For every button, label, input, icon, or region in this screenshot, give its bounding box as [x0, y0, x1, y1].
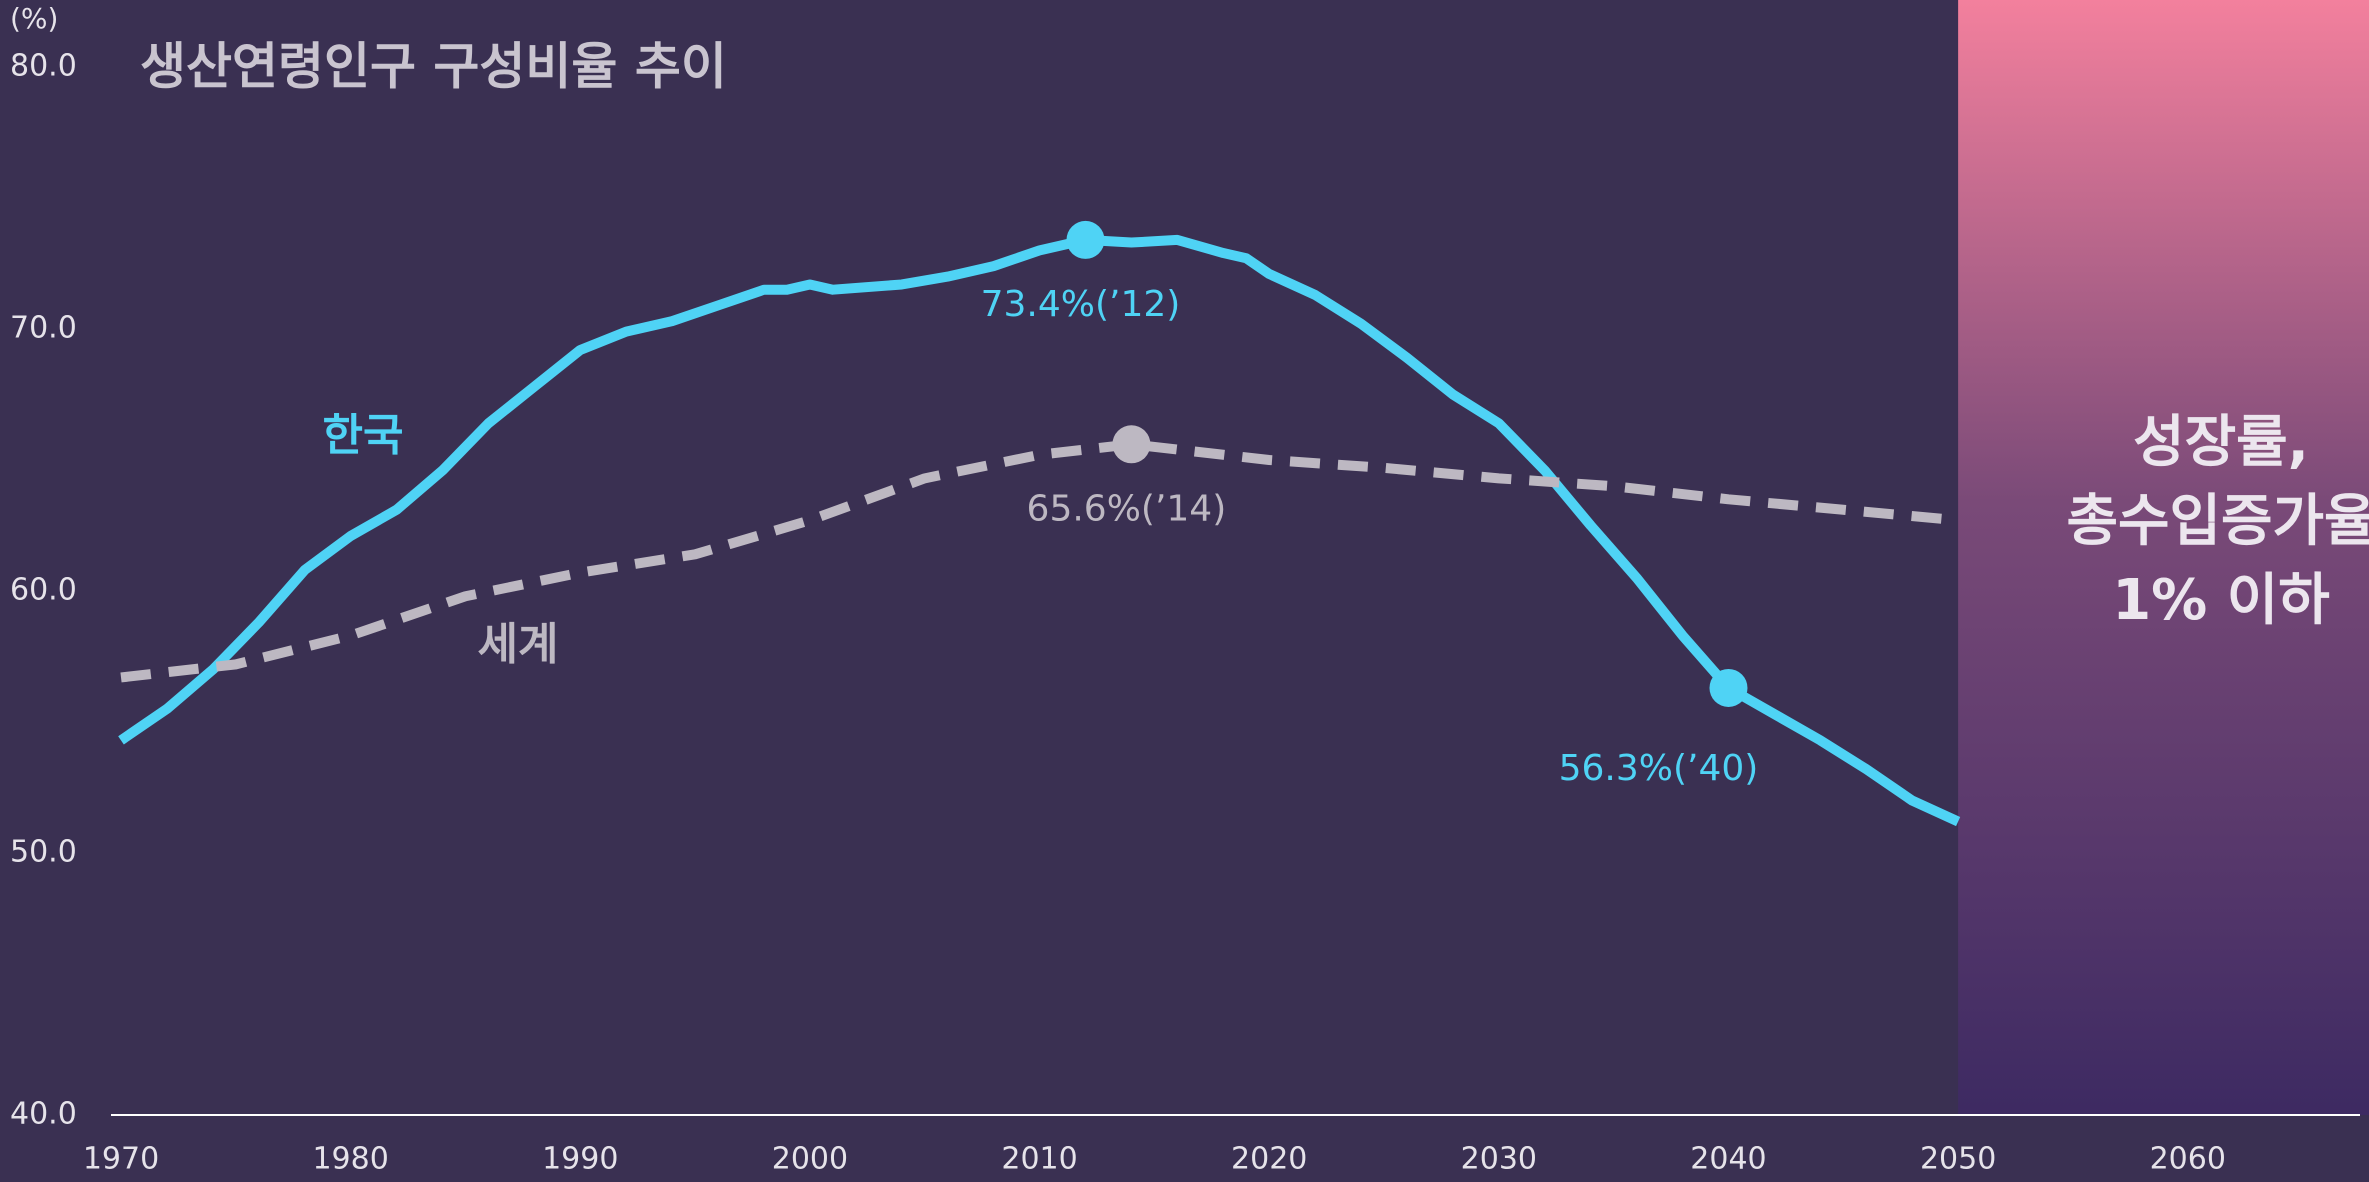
value-label: 56.3%(’40): [1559, 748, 1759, 789]
shade-text: 총수입증가율: [2066, 489, 2369, 554]
x-tick-label: 2030: [1461, 1142, 1537, 1177]
x-tick-label: 1990: [542, 1142, 618, 1177]
x-tick-label: 2060: [2150, 1142, 2226, 1177]
value-label: 73.4%(’12): [981, 284, 1181, 325]
x-tick-label: 2010: [1001, 1142, 1077, 1177]
x-tick-label: 2040: [1690, 1142, 1766, 1177]
x-tick-label: 1970: [83, 1142, 159, 1177]
y-tick-label: 40.0: [10, 1097, 77, 1132]
highlight-dot: [1066, 220, 1105, 259]
x-tick-label: 2000: [772, 1142, 848, 1177]
series-line: [120, 439, 1959, 683]
x-tick-label: 1980: [312, 1142, 388, 1177]
y-axis-label: (%): [10, 2, 58, 35]
chart-title: 생산연령인구 구성비율 추이: [140, 38, 727, 96]
value-label: 65.6%(’14): [1027, 488, 1227, 529]
shade-text: 1% 이하: [2112, 568, 2330, 633]
y-tick-label: 80.0: [10, 49, 77, 84]
x-tick-label: 2050: [1920, 1142, 1996, 1177]
legend-label: 세계: [478, 619, 559, 670]
shade-panel: [1958, 0, 2369, 1115]
y-tick-label: 50.0: [10, 835, 77, 870]
y-tick-label: 60.0: [10, 573, 77, 608]
legend-label: 한국: [323, 410, 404, 461]
highlight-dot: [1709, 668, 1748, 707]
highlight-dot: [1112, 425, 1151, 464]
shade-text: 성장률,: [2133, 410, 2309, 475]
series-line: [118, 234, 1961, 827]
y-tick-label: 70.0: [10, 311, 77, 346]
x-tick-label: 2020: [1231, 1142, 1307, 1177]
